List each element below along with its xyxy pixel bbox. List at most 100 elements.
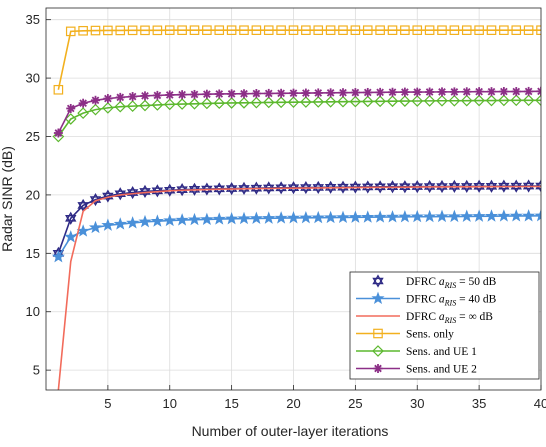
data-point xyxy=(150,214,164,227)
data-point xyxy=(187,212,202,226)
data-point xyxy=(214,25,225,35)
data-point xyxy=(348,210,362,223)
legend-swatch xyxy=(373,364,383,373)
data-point xyxy=(362,25,373,35)
data-point xyxy=(447,209,461,223)
data-point xyxy=(176,98,188,110)
data-point xyxy=(324,210,338,224)
data-point xyxy=(115,92,125,102)
data-point xyxy=(449,87,459,97)
data-point xyxy=(52,130,65,143)
data-point xyxy=(163,98,176,111)
data-point xyxy=(313,88,323,98)
data-point xyxy=(287,96,300,109)
data-point xyxy=(89,103,102,116)
y-tick-label: 10 xyxy=(26,304,40,319)
data-point xyxy=(374,95,386,108)
data-point xyxy=(189,25,200,35)
y-tick-label: 25 xyxy=(26,129,40,144)
data-point xyxy=(522,209,536,222)
legend-swatch xyxy=(372,345,384,357)
data-point xyxy=(115,25,126,36)
data-point xyxy=(140,91,150,101)
data-point xyxy=(164,25,175,35)
data-point xyxy=(300,96,312,108)
data-point xyxy=(126,100,139,112)
data-point xyxy=(411,180,423,194)
x-tick-label: 10 xyxy=(163,396,177,411)
data-point xyxy=(324,180,337,194)
legend-label: DFRC aRIS = ∞ dB xyxy=(406,311,493,325)
data-point xyxy=(200,212,214,226)
data-point xyxy=(324,95,337,108)
x-axis-label: Number of outer-layer iterations xyxy=(192,423,389,439)
data-point xyxy=(473,179,485,193)
data-point xyxy=(498,94,510,107)
data-point xyxy=(337,180,349,194)
data-point xyxy=(350,88,360,98)
data-point xyxy=(474,87,484,97)
data-point xyxy=(536,86,541,96)
data-point xyxy=(226,25,237,35)
data-point xyxy=(165,90,175,100)
data-point xyxy=(263,25,274,35)
data-point xyxy=(424,25,435,35)
data-point xyxy=(151,99,164,111)
data-point xyxy=(362,180,374,194)
data-point xyxy=(177,25,187,35)
data-point xyxy=(286,211,301,224)
data-point xyxy=(239,89,249,99)
data-point xyxy=(65,26,76,37)
data-point xyxy=(126,216,140,229)
x-tick-label: 25 xyxy=(348,396,362,411)
data-point xyxy=(474,25,484,35)
data-point xyxy=(535,94,541,107)
legend-item: Sens. only xyxy=(356,329,454,341)
data-point xyxy=(175,213,189,226)
y-tick-label: 35 xyxy=(26,12,40,27)
legend-swatch xyxy=(372,274,384,288)
data-point xyxy=(338,25,348,35)
data-point xyxy=(128,92,138,102)
data-point xyxy=(373,210,387,223)
data-point xyxy=(473,94,485,107)
data-point xyxy=(251,89,261,99)
data-point xyxy=(509,209,523,222)
data-point xyxy=(326,88,336,98)
data-point xyxy=(336,210,350,224)
data-point xyxy=(274,211,288,224)
x-tick-label: 40 xyxy=(534,396,546,411)
data-point xyxy=(374,180,386,194)
data-point xyxy=(412,25,423,35)
data-point xyxy=(461,25,472,35)
y-tick-label: 5 xyxy=(33,363,40,378)
data-point xyxy=(237,211,251,225)
legend-item: Sens. and UE 1 xyxy=(356,345,477,358)
data-point xyxy=(139,99,151,112)
data-point xyxy=(140,25,150,36)
series-line xyxy=(57,185,541,390)
series-line xyxy=(57,99,541,137)
data-point xyxy=(387,25,398,35)
data-point xyxy=(78,98,88,108)
data-point xyxy=(301,88,311,98)
series-line xyxy=(57,90,541,134)
data-point xyxy=(103,25,113,36)
data-point xyxy=(313,25,324,35)
legend-item: Sens. and UE 2 xyxy=(356,364,477,376)
data-point xyxy=(289,88,298,98)
data-point xyxy=(202,25,212,35)
x-tick-label: 30 xyxy=(410,396,424,411)
data-point xyxy=(522,179,535,193)
data-point xyxy=(338,88,348,98)
data-point xyxy=(88,220,103,234)
data-point xyxy=(449,25,460,35)
data-point xyxy=(262,211,276,224)
data-point xyxy=(251,25,262,35)
data-point xyxy=(484,209,499,222)
legend-label: Sens. and UE 2 xyxy=(406,364,477,376)
data-point xyxy=(423,179,436,194)
y-axis-label: Radar SINR (dB) xyxy=(0,146,15,252)
data-point xyxy=(398,210,412,223)
legend-label: Sens. and UE 1 xyxy=(406,346,477,358)
